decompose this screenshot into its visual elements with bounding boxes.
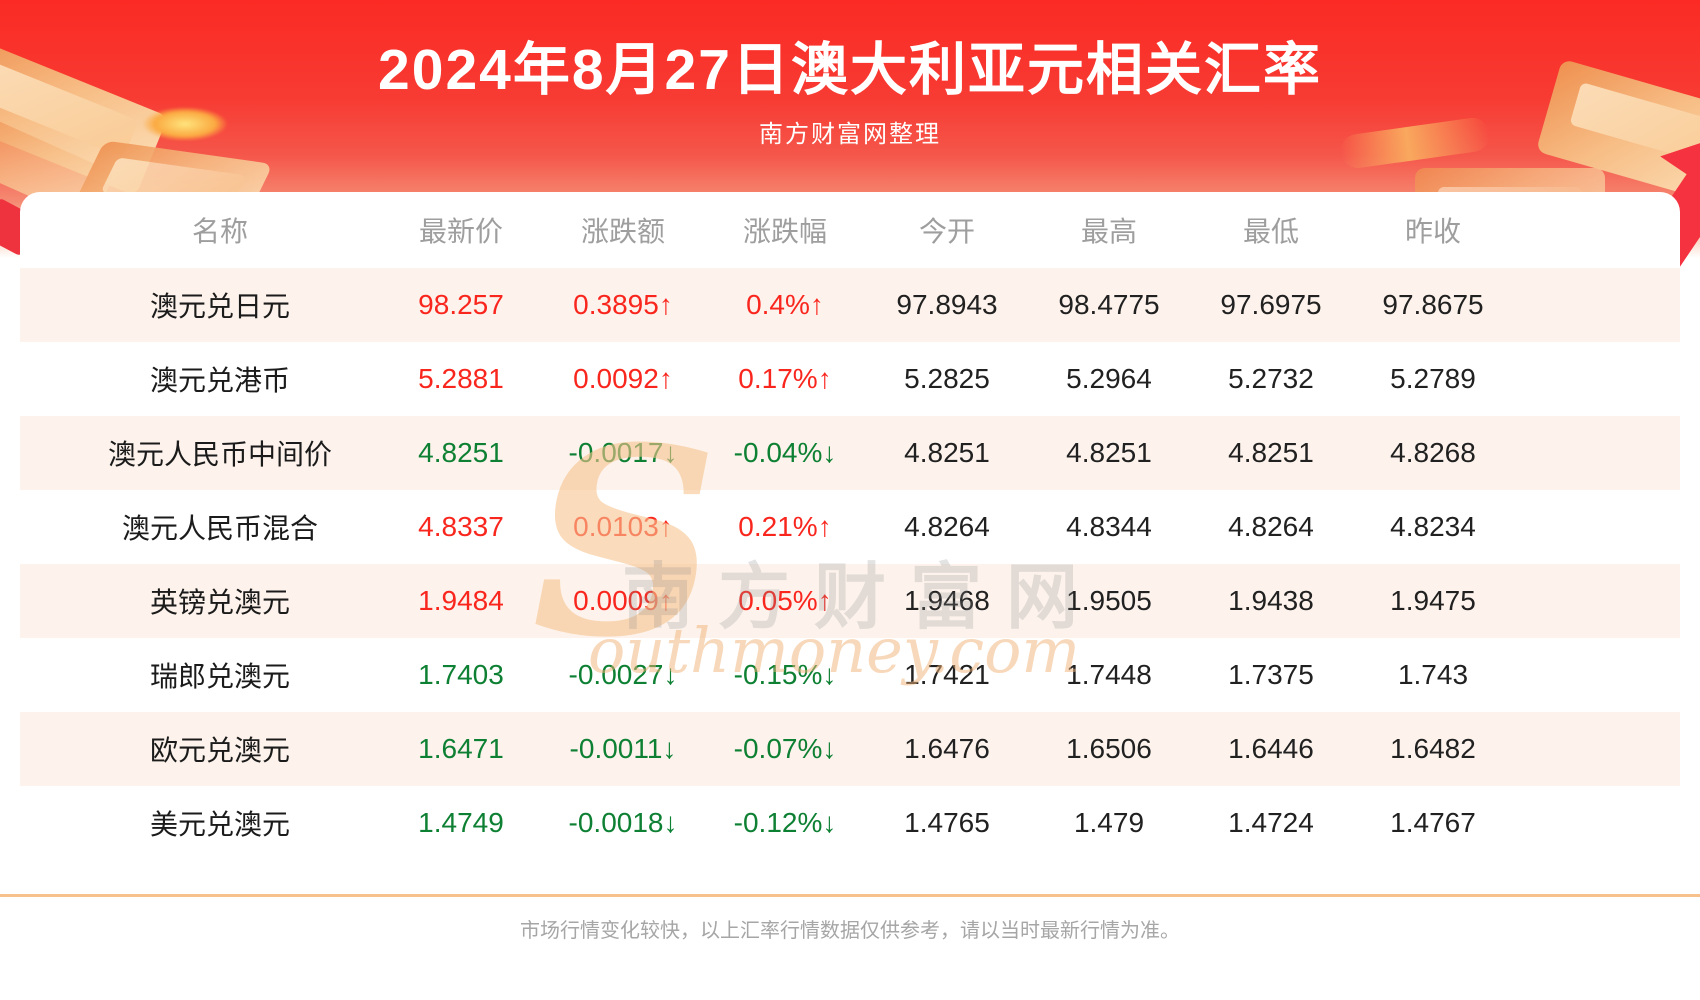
high-price: 4.8344	[1066, 511, 1152, 542]
change-amount: -0.0017↓	[568, 437, 678, 468]
low-price: 1.9438	[1228, 585, 1314, 616]
high-price: 1.479	[1073, 807, 1145, 838]
prev-close-price: 5.2789	[1390, 363, 1476, 394]
row-spacer	[1514, 490, 1680, 564]
high-price: 4.8251	[1066, 437, 1152, 468]
row-spacer	[1514, 564, 1680, 638]
currency-pair-name: 澳元人民币中间价	[107, 439, 332, 470]
table-row: 美元兑澳元 1.4749 -0.0018↓ -0.12%↓ 1.4765 1.4…	[20, 786, 1680, 860]
column-header-change-pct: 涨跌幅	[742, 216, 827, 247]
open-price: 1.9468	[904, 585, 990, 616]
column-header-spacer	[1514, 192, 1680, 268]
change-amount: -0.0027↓	[568, 659, 678, 690]
change-amount: -0.0018↓	[568, 807, 678, 838]
currency-pair-name: 瑞郎兑澳元	[149, 661, 290, 692]
row-spacer	[1514, 416, 1680, 490]
exchange-rate-table: 名称 最新价 涨跌额 涨跌幅 今开 最高 最低 昨收 澳元兑日元 98.257 …	[20, 192, 1680, 860]
currency-pair-name: 欧元兑澳元	[149, 735, 290, 766]
change-amount: 0.0103↑	[573, 511, 673, 542]
high-price: 1.9505	[1066, 585, 1152, 616]
page-title: 2024年8月27日澳大利亚元相关汇率	[378, 38, 1322, 102]
row-spacer	[1514, 638, 1680, 712]
change-amount: 0.3895↑	[573, 289, 673, 320]
latest-price: 5.2881	[418, 363, 504, 394]
footer-divider	[0, 894, 1700, 897]
latest-price: 98.257	[418, 289, 504, 320]
high-price: 1.7448	[1066, 659, 1152, 690]
currency-pair-name: 澳元人民币混合	[121, 513, 318, 544]
column-header-open: 今开	[918, 216, 975, 247]
prev-close-price: 1.743	[1397, 659, 1469, 690]
table-row: 英镑兑澳元 1.9484 0.0009↑ 0.05%↑ 1.9468 1.950…	[20, 564, 1680, 638]
row-spacer	[1514, 786, 1680, 860]
table-row: 澳元兑日元 98.257 0.3895↑ 0.4%↑ 97.8943 98.47…	[20, 268, 1680, 342]
open-price: 4.8264	[904, 511, 990, 542]
row-spacer	[1514, 268, 1680, 342]
change-percent: 0.21%↑	[738, 511, 832, 542]
table-row: 欧元兑澳元 1.6471 -0.0011↓ -0.07%↓ 1.6476 1.6…	[20, 712, 1680, 786]
change-percent: 0.4%↑	[746, 289, 824, 320]
currency-pair-name: 澳元兑日元	[149, 291, 290, 322]
prev-close-price: 1.6482	[1390, 733, 1476, 764]
change-percent: -0.07%↓	[733, 733, 837, 764]
open-price: 4.8251	[904, 437, 990, 468]
latest-price: 1.7403	[418, 659, 504, 690]
latest-price: 1.6471	[418, 733, 504, 764]
open-price: 97.8943	[896, 289, 998, 320]
column-header-low: 最低	[1242, 216, 1299, 247]
latest-price: 1.9484	[418, 585, 504, 616]
prev-close-price: 4.8268	[1390, 437, 1476, 468]
low-price: 4.8251	[1228, 437, 1314, 468]
low-price: 5.2732	[1228, 363, 1314, 394]
row-spacer	[1514, 712, 1680, 786]
low-price: 1.6446	[1228, 733, 1314, 764]
footer-disclaimer: 市场行情变化较快，以上汇率行情数据仅供参考，请以当时最新行情为准。	[520, 920, 1180, 942]
latest-price: 1.4749	[418, 807, 504, 838]
change-percent: 0.17%↑	[738, 363, 832, 394]
open-price: 1.4765	[904, 807, 990, 838]
column-header-change: 涨跌额	[580, 216, 665, 247]
table-header-row: 名称 最新价 涨跌额 涨跌幅 今开 最高 最低 昨收	[20, 192, 1680, 268]
change-percent: -0.15%↓	[733, 659, 837, 690]
table-row: 瑞郎兑澳元 1.7403 -0.0027↓ -0.15%↓ 1.7421 1.7…	[20, 638, 1680, 712]
open-price: 5.2825	[904, 363, 990, 394]
table-row: 澳元兑港币 5.2881 0.0092↑ 0.17%↑ 5.2825 5.296…	[20, 342, 1680, 416]
prev-close-price: 97.8675	[1382, 289, 1484, 320]
high-price: 5.2964	[1066, 363, 1152, 394]
low-price: 4.8264	[1228, 511, 1314, 542]
change-percent: -0.12%↓	[733, 807, 837, 838]
change-percent: 0.05%↑	[738, 585, 832, 616]
high-price: 1.6506	[1066, 733, 1152, 764]
open-price: 1.6476	[904, 733, 990, 764]
currency-pair-name: 英镑兑澳元	[149, 587, 290, 618]
change-amount: -0.0011↓	[569, 733, 677, 764]
change-amount: 0.0009↑	[573, 585, 673, 616]
latest-price: 4.8251	[418, 437, 504, 468]
prev-close-price: 1.9475	[1390, 585, 1476, 616]
page-subtitle: 南方财富网整理	[759, 121, 941, 148]
prev-close-price: 1.4767	[1390, 807, 1476, 838]
low-price: 1.7375	[1228, 659, 1314, 690]
exchange-rate-table-card: 名称 最新价 涨跌额 涨跌幅 今开 最高 最低 昨收 澳元兑日元 98.257 …	[20, 192, 1680, 860]
column-header-name: 名称	[191, 216, 248, 247]
latest-price: 4.8337	[418, 511, 504, 542]
high-price: 98.4775	[1058, 289, 1160, 320]
currency-pair-name: 澳元兑港币	[149, 365, 290, 396]
table-row: 澳元人民币混合 4.8337 0.0103↑ 0.21%↑ 4.8264 4.8…	[20, 490, 1680, 564]
table-row: 澳元人民币中间价 4.8251 -0.0017↓ -0.04%↓ 4.8251 …	[20, 416, 1680, 490]
currency-pair-name: 美元兑澳元	[149, 809, 290, 840]
open-price: 1.7421	[904, 659, 990, 690]
change-percent: -0.04%↓	[733, 437, 837, 468]
change-amount: 0.0092↑	[573, 363, 673, 394]
prev-close-price: 4.8234	[1390, 511, 1476, 542]
low-price: 97.6975	[1220, 289, 1322, 320]
row-spacer	[1514, 342, 1680, 416]
column-header-prev-close: 昨收	[1404, 216, 1461, 247]
column-header-latest: 最新价	[418, 216, 503, 247]
low-price: 1.4724	[1228, 807, 1314, 838]
column-header-high: 最高	[1080, 216, 1137, 247]
